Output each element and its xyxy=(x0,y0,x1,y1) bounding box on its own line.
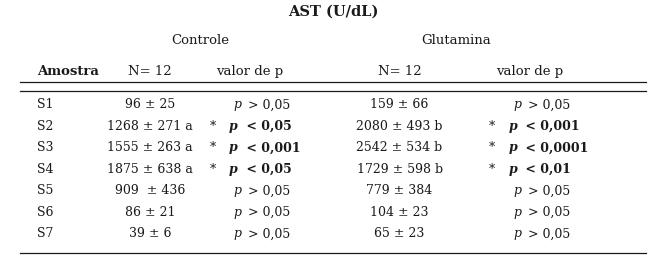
Text: 1875 ± 638 a: 1875 ± 638 a xyxy=(107,163,192,176)
Text: AST (U/dL): AST (U/dL) xyxy=(288,5,378,19)
Text: p: p xyxy=(228,163,238,176)
Text: S3: S3 xyxy=(37,141,53,154)
Text: *: * xyxy=(210,163,220,176)
Text: < 0,001: < 0,001 xyxy=(521,120,580,133)
Text: S6: S6 xyxy=(37,206,53,219)
Text: > 0,05: > 0,05 xyxy=(244,227,290,240)
Text: valor de p: valor de p xyxy=(496,65,563,78)
Text: p: p xyxy=(513,184,521,197)
Text: 909  ± 436: 909 ± 436 xyxy=(115,184,185,197)
Text: Controle: Controle xyxy=(170,34,229,47)
Text: S1: S1 xyxy=(37,98,53,111)
Text: p: p xyxy=(234,98,242,111)
Text: *: * xyxy=(490,141,500,154)
Text: 1555 ± 263 a: 1555 ± 263 a xyxy=(107,141,192,154)
Text: p: p xyxy=(508,141,517,154)
Text: *: * xyxy=(210,141,220,154)
Text: p: p xyxy=(513,227,521,240)
Text: < 0,001: < 0,001 xyxy=(242,141,300,154)
Text: p: p xyxy=(513,98,521,111)
Text: p: p xyxy=(513,206,521,219)
Text: S5: S5 xyxy=(37,184,53,197)
Text: 1268 ± 271 a: 1268 ± 271 a xyxy=(107,120,192,133)
Text: p: p xyxy=(234,206,242,219)
Text: 779 ± 384: 779 ± 384 xyxy=(366,184,433,197)
Text: p: p xyxy=(508,163,517,176)
Text: < 0,0001: < 0,0001 xyxy=(521,141,589,154)
Text: N= 12: N= 12 xyxy=(128,65,172,78)
Text: S7: S7 xyxy=(37,227,53,240)
Text: Amostra: Amostra xyxy=(37,65,99,78)
Text: 86 ± 21: 86 ± 21 xyxy=(125,206,175,219)
Text: > 0,05: > 0,05 xyxy=(244,98,290,111)
Text: 65 ± 23: 65 ± 23 xyxy=(374,227,425,240)
Text: 104 ± 23: 104 ± 23 xyxy=(370,206,429,219)
Text: *: * xyxy=(490,163,500,176)
Text: > 0,05: > 0,05 xyxy=(524,227,570,240)
Text: p: p xyxy=(234,184,242,197)
Text: > 0,05: > 0,05 xyxy=(524,184,570,197)
Text: S4: S4 xyxy=(37,163,53,176)
Text: valor de p: valor de p xyxy=(216,65,283,78)
Text: > 0,05: > 0,05 xyxy=(524,206,570,219)
Text: Glutamina: Glutamina xyxy=(422,34,491,47)
Text: *: * xyxy=(490,120,500,133)
Text: *: * xyxy=(210,120,220,133)
Text: 159 ± 66: 159 ± 66 xyxy=(370,98,429,111)
Text: N= 12: N= 12 xyxy=(378,65,422,78)
Text: 96 ± 25: 96 ± 25 xyxy=(125,98,175,111)
Text: 39 ± 6: 39 ± 6 xyxy=(129,227,171,240)
Text: p: p xyxy=(508,120,517,133)
Text: 1729 ± 598 b: 1729 ± 598 b xyxy=(356,163,443,176)
Text: < 0,01: < 0,01 xyxy=(521,163,571,176)
Text: p: p xyxy=(228,120,238,133)
Text: > 0,05: > 0,05 xyxy=(244,184,290,197)
Text: > 0,05: > 0,05 xyxy=(524,98,570,111)
Text: p: p xyxy=(228,141,238,154)
Text: < 0,05: < 0,05 xyxy=(242,163,292,176)
Text: > 0,05: > 0,05 xyxy=(244,206,290,219)
Text: p: p xyxy=(234,227,242,240)
Text: 2542 ± 534 b: 2542 ± 534 b xyxy=(356,141,443,154)
Text: 2080 ± 493 b: 2080 ± 493 b xyxy=(356,120,443,133)
Text: < 0,05: < 0,05 xyxy=(242,120,292,133)
Text: S2: S2 xyxy=(37,120,53,133)
